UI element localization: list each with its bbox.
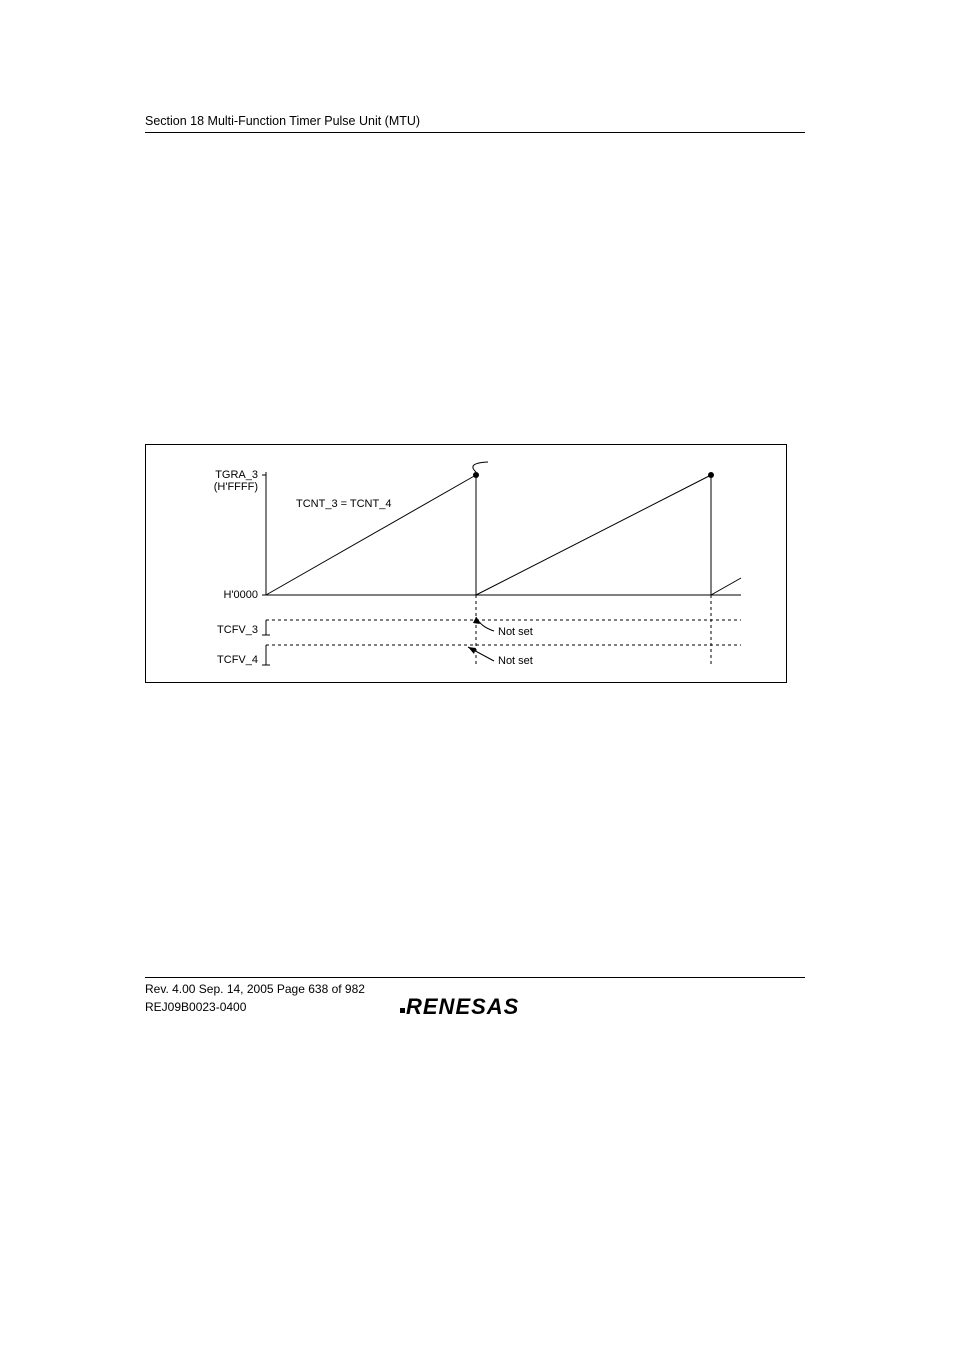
diagram-svg: TGRA_3 (H'FFFF) H'0000 TCFV_3 TCFV_4 TCN…: [146, 445, 786, 682]
peak-marker-1: [473, 472, 479, 478]
page-header: Section 18 Multi-Function Timer Pulse Un…: [145, 114, 805, 133]
annotation-curve: [473, 462, 488, 472]
peak-marker-2: [708, 472, 714, 478]
timing-diagram: TGRA_3 (H'FFFF) H'0000 TCFV_3 TCFV_4 TCN…: [145, 444, 787, 683]
label-tcnt-eq: TCNT_3 = TCNT_4: [296, 498, 391, 510]
section-title: Section 18 Multi-Function Timer Pulse Un…: [145, 114, 805, 128]
notset1-curve: [476, 617, 494, 631]
footer-rule: [145, 977, 805, 978]
label-tcfv4: TCFV_4: [217, 654, 258, 666]
label-tcfv3: TCFV_3: [217, 624, 258, 636]
saw-rise-2: [476, 475, 711, 595]
label-tgra: TGRA_3: [215, 469, 258, 481]
notset2-arrowhead: [468, 647, 476, 654]
saw-rise-1: [266, 475, 476, 595]
logo-dot-icon: [400, 1008, 405, 1013]
label-notset-1: Not set: [498, 626, 533, 638]
label-notset-2: Not set: [498, 655, 533, 667]
label-h0000: H'0000: [223, 589, 258, 601]
header-rule: [145, 132, 805, 133]
saw-rise-3: [711, 578, 741, 595]
label-tgra-sub: (H'FFFF): [214, 481, 258, 493]
renesas-logo: RENESAS: [400, 994, 519, 1020]
logo-text: RENESAS: [406, 994, 519, 1019]
